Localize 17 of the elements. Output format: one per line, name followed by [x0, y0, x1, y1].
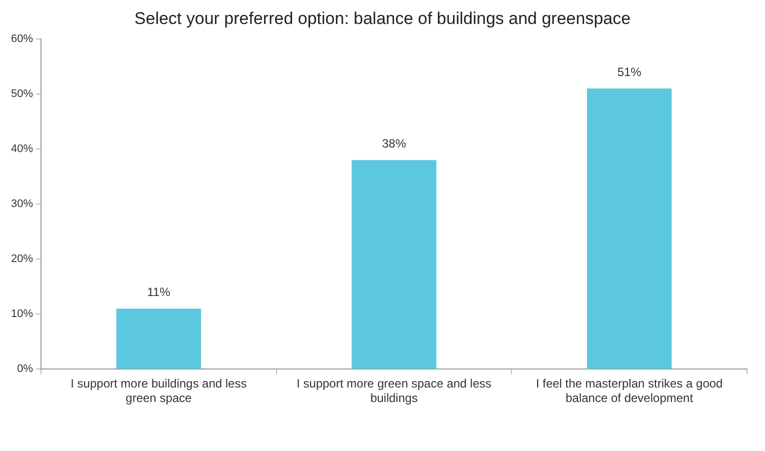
bar — [116, 308, 202, 369]
x-tick-label: I support more green space and less buildings — [296, 376, 492, 406]
x-tick-label: I support more buildings and less green space — [70, 376, 247, 406]
data-label: 38% — [382, 136, 406, 150]
data-label: 11% — [147, 284, 171, 299]
y-tick-label: 60% — [10, 33, 34, 46]
chart-title: Select your preferred option: balance of buildings and greenspace — [133, 8, 632, 29]
y-tick-label: 50% — [10, 88, 34, 100]
y-tick-label: 30% — [10, 198, 34, 210]
y-tick-label: 40% — [10, 143, 34, 156]
bar — [352, 160, 436, 369]
y-tick-label: 10% — [10, 308, 34, 320]
y-tick-label: 20% — [10, 253, 34, 266]
y-tick-label: 0% — [17, 363, 34, 376]
bar — [586, 88, 672, 369]
x-tick-label: I feel the masterplan strikes a good balance of development — [536, 376, 723, 406]
data-label: 51% — [617, 64, 642, 79]
